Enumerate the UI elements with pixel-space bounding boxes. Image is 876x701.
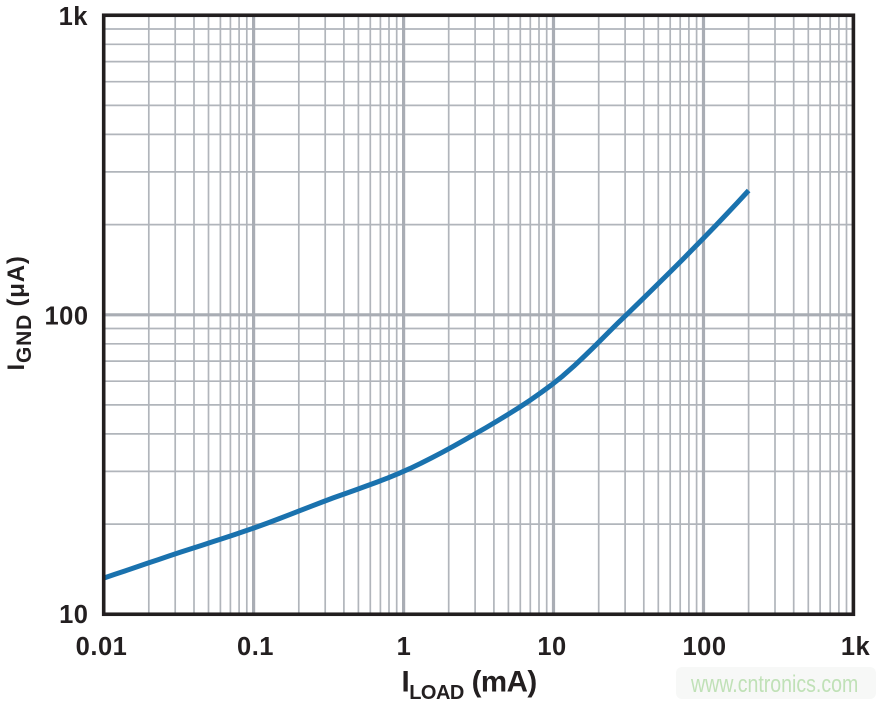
svg-text:0.1: 0.1 [237,633,274,661]
svg-text:1k: 1k [59,3,89,31]
svg-text:0.01: 0.01 [76,633,128,661]
svg-text:100: 100 [44,302,88,330]
svg-text:www.cntronics.com: www.cntronics.com [690,670,858,697]
svg-text:1k: 1k [841,633,871,661]
svg-text:100: 100 [682,633,726,661]
svg-text:1: 1 [397,633,412,661]
svg-text:10: 10 [59,601,88,629]
svg-text:10: 10 [537,633,566,661]
